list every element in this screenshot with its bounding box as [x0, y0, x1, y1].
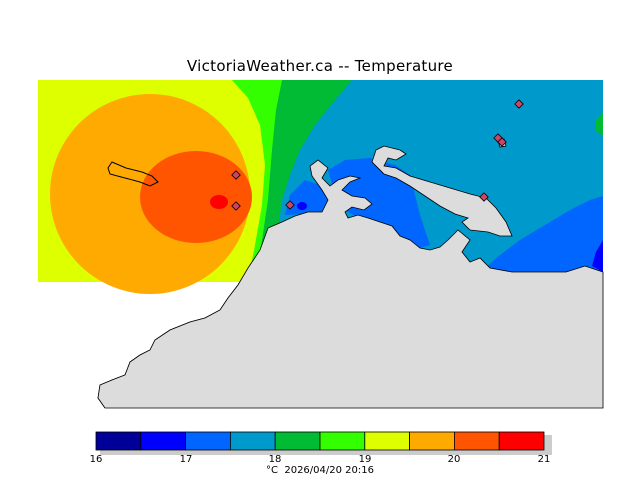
station-marker-3[interactable]	[285, 200, 295, 210]
legend-bin-8	[409, 431, 455, 451]
contour-blue-station-blob	[297, 202, 307, 210]
legend-bin-6	[319, 431, 366, 451]
legend-bin-2	[140, 431, 187, 451]
north-peninsula	[371, 145, 513, 237]
legend-timestamp: 2026/04/20 20:16	[284, 465, 374, 476]
legend-bin-4	[229, 431, 276, 451]
contour-dark-blue-edge	[592, 240, 603, 272]
legend-tick-17: 17	[179, 454, 193, 465]
legend-bin-1	[95, 431, 142, 451]
contour-red-spot	[210, 195, 228, 209]
land-overlay	[97, 159, 603, 408]
contour-green-east-edge	[595, 112, 603, 136]
island-west-outline	[107, 161, 159, 187]
legend-bin-3	[185, 431, 231, 451]
map-title: VictoriaWeather.ca -- Temperature	[186, 57, 454, 75]
contour-blue-patch-1	[285, 180, 328, 215]
legend-tick-21: 21	[537, 454, 551, 465]
legend-tick-19: 19	[358, 454, 372, 465]
contour-red-orange-zone	[140, 151, 252, 243]
legend-tick-18: 18	[268, 454, 282, 465]
station-marker-1[interactable]	[231, 170, 241, 180]
station-marker-6[interactable]	[497, 137, 507, 147]
station-marker-7[interactable]	[479, 192, 489, 202]
legend-bin-7	[364, 431, 410, 451]
legend-bin-5	[274, 431, 321, 451]
station-marker-2[interactable]	[231, 201, 241, 211]
contour-green-band	[255, 80, 352, 282]
legend-unit: °C	[266, 465, 278, 476]
station-markers	[231, 99, 524, 211]
station-marker-4[interactable]	[514, 99, 524, 109]
legend-bins	[95, 431, 545, 451]
legend-tick-16: 16	[89, 454, 103, 465]
contour-light-green-band	[230, 80, 282, 282]
legend-bin-10	[498, 431, 545, 451]
legend-bin-9	[453, 431, 500, 451]
contour-blue-patch-3	[485, 196, 603, 272]
legend-caption: °C 2026/04/20 20:16	[0, 465, 640, 476]
legend-tick-20: 20	[447, 454, 461, 465]
